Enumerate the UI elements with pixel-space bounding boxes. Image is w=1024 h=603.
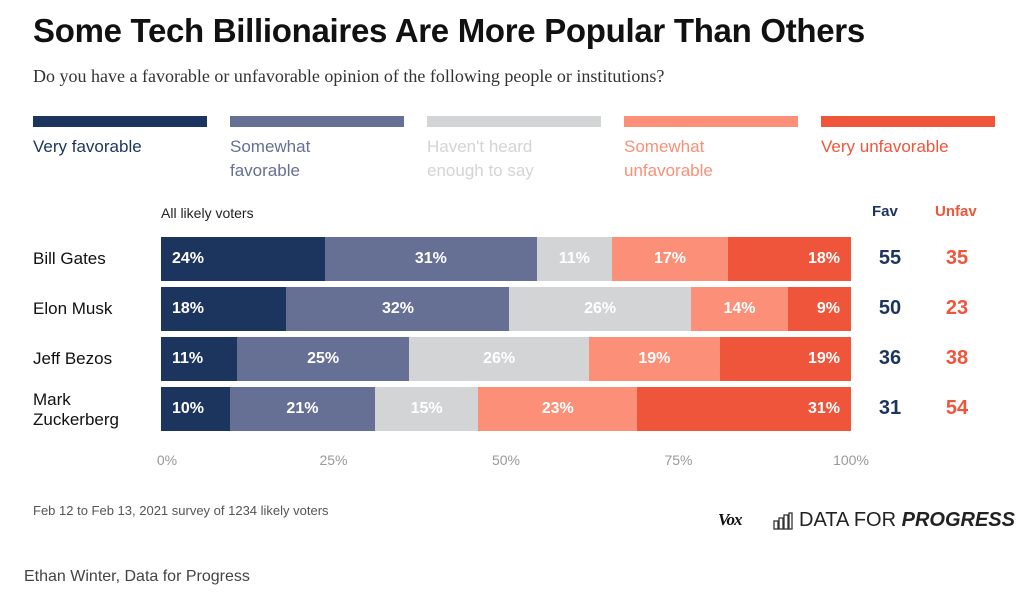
unfav-value: 38 bbox=[945, 347, 969, 369]
unfav-header: Unfav bbox=[935, 203, 977, 220]
x-tick-label: 75% bbox=[664, 452, 693, 468]
legend-item: Very unfavorable bbox=[821, 116, 995, 159]
unfav-value: 23 bbox=[945, 297, 969, 319]
x-tick-label: 25% bbox=[319, 452, 348, 468]
bar-segment: 17% bbox=[611, 237, 729, 281]
bar-segment: 31% bbox=[324, 237, 537, 281]
bar-segment: 24% bbox=[161, 237, 325, 281]
fav-value: 31 bbox=[878, 397, 902, 419]
fav-value: 36 bbox=[878, 347, 902, 369]
legend-label: Very favorable bbox=[33, 137, 142, 156]
bar-segment: 18% bbox=[161, 287, 287, 331]
bar-segment: 10% bbox=[161, 387, 230, 431]
legend-swatch bbox=[33, 116, 207, 127]
bar-segment: 21% bbox=[230, 387, 375, 431]
bar-segment: 23% bbox=[478, 387, 638, 431]
fav-value: 55 bbox=[878, 247, 902, 269]
row-label: Bill Gates bbox=[33, 249, 106, 268]
chart-title: Some Tech Billionaires Are More Popular … bbox=[33, 12, 865, 49]
legend-label: Haven't heard enough to say bbox=[427, 137, 534, 180]
x-tick-label: 100% bbox=[833, 452, 869, 468]
x-tick-label: 0% bbox=[156, 452, 178, 468]
bar-segment: 11% bbox=[536, 237, 612, 281]
legend-swatch bbox=[624, 116, 798, 127]
row-label: Mark Zuckerberg bbox=[33, 390, 119, 429]
chart-subtitle: Do you have a favorable or unfavorable o… bbox=[33, 66, 665, 86]
legend-swatch bbox=[427, 116, 601, 127]
group-label: All likely voters bbox=[161, 205, 254, 221]
legend-label: Somewhat unfavorable bbox=[624, 137, 713, 180]
bar-segment: 26% bbox=[409, 337, 589, 381]
bar-segment: 32% bbox=[286, 287, 510, 331]
legend-label: Somewhat favorable bbox=[230, 137, 311, 180]
bar-chart-icon bbox=[773, 511, 793, 530]
bar-segment: 31% bbox=[637, 387, 851, 431]
legend-swatch bbox=[230, 116, 404, 127]
legend-swatch bbox=[821, 116, 995, 127]
bar-segment: 9% bbox=[788, 287, 851, 331]
bar-segment: 14% bbox=[690, 287, 789, 331]
vox-logo: Vox bbox=[718, 510, 742, 529]
x-tick-label: 50% bbox=[491, 452, 521, 468]
legend-item: Haven't heard enough to say bbox=[427, 116, 601, 183]
unfav-value: 54 bbox=[945, 397, 969, 419]
fav-value: 50 bbox=[878, 297, 902, 319]
legend-label: Very unfavorable bbox=[821, 137, 949, 156]
survey-note: Feb 12 to Feb 13, 2021 survey of 1234 li… bbox=[33, 503, 329, 518]
bar-segment: 19% bbox=[588, 337, 720, 381]
legend-item: Very favorable bbox=[33, 116, 207, 159]
legend-item: Somewhat unfavorable bbox=[624, 116, 798, 183]
bar-segment: 19% bbox=[719, 337, 851, 381]
bar-segment: 18% bbox=[728, 237, 851, 281]
legend-item: Somewhat favorable bbox=[230, 116, 404, 183]
bar-segment: 11% bbox=[161, 337, 237, 381]
bar-segment: 25% bbox=[236, 337, 410, 381]
fav-header: Fav bbox=[872, 203, 898, 220]
row-label: Elon Musk bbox=[33, 299, 113, 318]
row-label: Jeff Bezos bbox=[33, 349, 113, 368]
credit: Ethan Winter, Data for Progress bbox=[24, 568, 250, 585]
bar-segment: 26% bbox=[509, 287, 691, 331]
unfav-value: 35 bbox=[945, 247, 969, 269]
bar-segment: 15% bbox=[374, 387, 479, 431]
data-for-progress-logo: DATA FOR PROGRESS bbox=[773, 509, 1015, 532]
